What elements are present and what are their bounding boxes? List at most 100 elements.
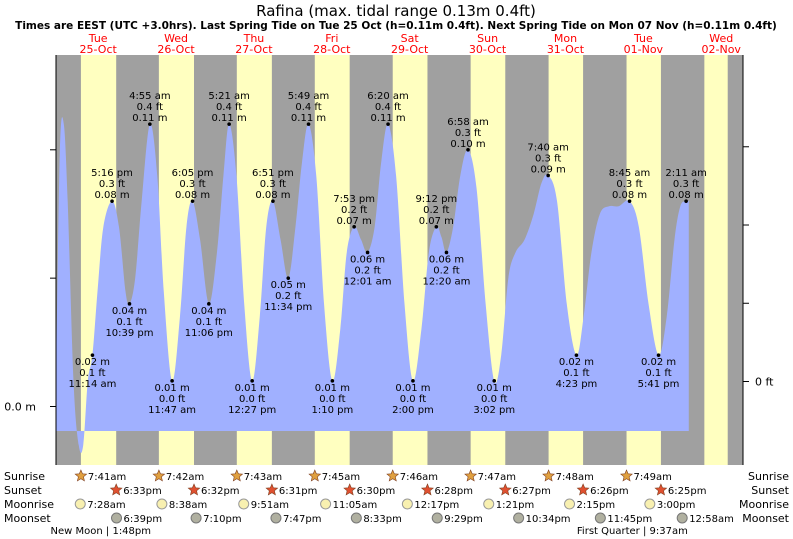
row-label-sunrise-right: Sunrise bbox=[748, 470, 789, 483]
tide-high-point[interactable] bbox=[434, 225, 439, 229]
tide-low-point[interactable] bbox=[656, 353, 661, 357]
tide-high-point[interactable] bbox=[546, 173, 550, 178]
tide-high-time-label: 2:11 am bbox=[665, 168, 707, 179]
tide-low-feet-label: 0.1 ft bbox=[79, 368, 105, 379]
tide-high-point[interactable] bbox=[684, 199, 688, 203]
tide-low-point[interactable] bbox=[127, 302, 132, 306]
tide-high-meters-label: 0.08 m bbox=[612, 190, 647, 201]
tide-high-feet-label: 0.3 ft bbox=[99, 179, 125, 190]
tide-low-meters-label: 0.01 m bbox=[477, 383, 512, 394]
tide-low-feet-label: 0.2 ft bbox=[433, 265, 459, 276]
tide-low-point[interactable] bbox=[286, 276, 291, 280]
tide-low-point[interactable] bbox=[492, 379, 497, 383]
row-label-sunrise: Sunrise bbox=[4, 470, 45, 483]
tide-high-meters-label: 0.11 m bbox=[132, 113, 167, 124]
tide-high-point[interactable] bbox=[466, 148, 470, 152]
sunset-star-icon bbox=[265, 483, 279, 496]
row-label-sunset-right: Sunset bbox=[751, 484, 789, 497]
tide-high-point[interactable] bbox=[110, 199, 114, 203]
tide-high-meters-label: 0.07 m bbox=[337, 216, 372, 227]
tide-low-point[interactable] bbox=[250, 379, 254, 383]
tide-high-time-label: 6:58 am bbox=[447, 117, 489, 128]
moon-phase-label: New Moon | 1:48pm bbox=[51, 526, 151, 537]
tide-low-time-label: 11:34 pm bbox=[264, 302, 312, 313]
day-name-label: Thu bbox=[243, 32, 265, 45]
sunset-time: 6:32pm bbox=[201, 486, 240, 497]
right-axis-label: 0 ft bbox=[755, 376, 774, 389]
moonrise-time: 7:28am bbox=[87, 500, 125, 511]
tide-low-time-label: 4:23 pm bbox=[556, 379, 598, 390]
tide-high-point[interactable] bbox=[386, 122, 390, 126]
moonrise-icon bbox=[644, 498, 656, 510]
tide-high-time-label: 6:05 pm bbox=[172, 168, 214, 179]
tide-low-feet-label: 0.1 ft bbox=[116, 317, 142, 328]
tide-high-feet-label: 0.4 ft bbox=[216, 102, 242, 113]
tide-low-time-label: 12:01 am bbox=[344, 276, 392, 287]
tide-low-meters-label: 0.02 m bbox=[559, 357, 594, 368]
tide-low-point[interactable] bbox=[90, 353, 95, 357]
sunrise-time: 7:48am bbox=[556, 472, 594, 483]
tide-low-meters-label: 0.04 m bbox=[112, 306, 147, 317]
tide-low-point[interactable] bbox=[170, 379, 174, 383]
tide-high-point[interactable] bbox=[190, 199, 195, 203]
tide-high-feet-label: 0.2 ft bbox=[341, 205, 367, 216]
tide-high-feet-label: 0.3 ft bbox=[616, 179, 642, 190]
tide-low-feet-label: 0.1 ft bbox=[645, 368, 671, 379]
tide-high-point[interactable] bbox=[627, 199, 632, 203]
moonrise-icon bbox=[74, 498, 86, 510]
sunrise-time: 7:41am bbox=[88, 472, 126, 483]
sunrise-time: 7:42am bbox=[166, 472, 204, 483]
moonrise-time: 8:38am bbox=[169, 500, 207, 511]
tide-low-point[interactable] bbox=[411, 379, 415, 383]
row-label-moonrise-right: Moonrise bbox=[739, 498, 789, 511]
tide-high-point[interactable] bbox=[306, 122, 311, 126]
tide-low-feet-label: 0.2 ft bbox=[354, 265, 380, 276]
moonset-time: 6:39pm bbox=[124, 514, 163, 525]
tide-high-feet-label: 0.3 ft bbox=[535, 153, 561, 164]
tide-high-point[interactable] bbox=[271, 199, 275, 203]
sunrise-star-icon bbox=[386, 469, 400, 482]
moonset-icon bbox=[594, 512, 606, 524]
tide-high-feet-label: 0.4 ft bbox=[375, 102, 401, 113]
tide-low-feet-label: 0.1 ft bbox=[563, 368, 589, 379]
tide-high-feet-label: 0.4 ft bbox=[295, 102, 321, 113]
moonrise-icon bbox=[156, 498, 168, 510]
moonrise-time: 12:17pm bbox=[414, 500, 459, 511]
tide-low-meters-label: 0.02 m bbox=[641, 357, 676, 368]
day-name-label: Fri bbox=[325, 32, 338, 45]
day-date-label: 30-Oct bbox=[469, 43, 507, 56]
tide-high-point[interactable] bbox=[148, 122, 152, 126]
moonset-icon bbox=[513, 512, 525, 524]
tide-low-point[interactable] bbox=[365, 250, 370, 255]
day-name-label: Tue bbox=[88, 32, 108, 45]
row-label-moonset-right: Moonset bbox=[742, 512, 789, 525]
tide-low-time-label: 11:47 am bbox=[148, 405, 196, 416]
moonrise-time: 9:51am bbox=[251, 500, 289, 511]
sunrise-star-icon bbox=[620, 469, 633, 482]
tide-high-meters-label: 0.11 m bbox=[212, 113, 247, 124]
tide-low-point[interactable] bbox=[330, 379, 335, 383]
tide-high-meters-label: 0.08 m bbox=[255, 190, 290, 201]
sunset-star-icon bbox=[420, 483, 434, 496]
tide-low-point[interactable] bbox=[574, 353, 579, 357]
tide-high-point[interactable] bbox=[227, 122, 231, 126]
moonset-time: 10:34pm bbox=[526, 514, 571, 525]
chart-title: Rafina (max. tidal range 0.13m 0.4ft) bbox=[256, 2, 536, 20]
moonrise-icon bbox=[401, 498, 413, 510]
moonset-icon bbox=[270, 512, 282, 524]
tide-high-time-label: 9:12 pm bbox=[415, 194, 457, 205]
sunset-star-icon bbox=[576, 483, 590, 496]
tide-low-meters-label: 0.01 m bbox=[235, 383, 270, 394]
tide-low-point[interactable] bbox=[444, 250, 449, 255]
sunset-time: 6:31pm bbox=[279, 486, 318, 497]
moonset-icon bbox=[676, 512, 688, 524]
sunrise-star-icon bbox=[542, 469, 556, 482]
tide-low-point[interactable] bbox=[207, 302, 211, 306]
day-date-label: 29-Oct bbox=[391, 43, 429, 56]
tide-high-point[interactable] bbox=[352, 225, 356, 229]
day-name-label: Wed bbox=[709, 32, 733, 45]
tide-low-meters-label: 0.05 m bbox=[271, 280, 306, 291]
day-name-label: Sat bbox=[401, 32, 420, 45]
tide-high-meters-label: 0.11 m bbox=[370, 113, 405, 124]
tide-high-time-label: 6:51 pm bbox=[252, 168, 294, 179]
